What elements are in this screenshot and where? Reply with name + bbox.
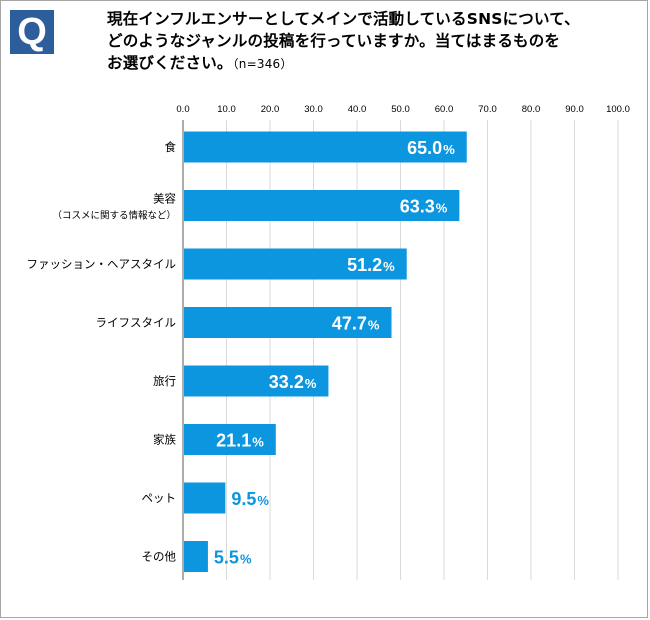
x-tick-label: 90.0	[565, 104, 584, 115]
x-tick-label: 100.0	[606, 104, 630, 115]
bar	[184, 541, 208, 572]
x-tick-label: 0.0	[176, 104, 189, 115]
data-label: 51.2%	[347, 255, 395, 275]
data-label: 65.0%	[407, 138, 455, 158]
sample-size-note: （n=346）	[232, 57, 293, 71]
category-sublabel: （コスメに関する情報など）	[52, 210, 176, 222]
x-tick-label: 60.0	[435, 104, 454, 115]
question-line-2: どのようなジャンルの投稿を行っていますか。当てはまるものを	[107, 32, 561, 50]
bar	[184, 482, 226, 514]
bar	[184, 424, 276, 455]
data-label: 33.2%	[269, 372, 317, 392]
data-label-unit: %	[436, 201, 448, 216]
x-tick-label: 70.0	[478, 104, 497, 115]
data-label-unit: %	[443, 142, 455, 157]
bar	[184, 365, 329, 397]
category-label: ペット	[142, 491, 177, 505]
question-badge-icon: Q	[10, 10, 54, 54]
bar	[184, 248, 407, 280]
data-label-unit: %	[383, 259, 395, 274]
data-label-unit: %	[252, 435, 264, 450]
data-label-unit: %	[240, 552, 252, 567]
data-label: 21.1%	[216, 431, 264, 451]
question-line-3: お選びください。	[107, 54, 233, 72]
category-label: 旅行	[153, 374, 176, 388]
x-tick-label: 50.0	[391, 104, 410, 115]
x-tick-label: 80.0	[522, 104, 541, 115]
bar	[184, 131, 467, 163]
data-label-unit: %	[257, 493, 269, 508]
data-label-unit: %	[305, 376, 317, 391]
category-label: ファッション・ヘアスタイル	[27, 257, 177, 271]
data-label: 63.3%	[400, 197, 448, 217]
data-label: 5.5%	[214, 548, 252, 568]
category-label: 美容	[153, 192, 176, 206]
data-label: 9.5%	[231, 489, 269, 509]
bar	[184, 307, 392, 338]
data-label: 47.7%	[332, 314, 380, 334]
bar	[184, 190, 460, 221]
category-label: その他	[142, 550, 177, 564]
category-label: ライフスタイル	[96, 316, 177, 330]
question-text: 現在インフルエンサーとしてメインで活動しているSNSについて、 どのようなジャン…	[107, 8, 642, 75]
x-tick-label: 20.0	[261, 104, 280, 115]
category-label: 家族	[153, 433, 176, 447]
x-tick-label: 30.0	[304, 104, 323, 115]
x-tick-label: 40.0	[348, 104, 367, 115]
x-tick-label: 10.0	[217, 104, 236, 115]
data-label-unit: %	[368, 318, 380, 333]
question-line-1: 現在インフルエンサーとしてメインで活動しているSNSについて、	[107, 10, 580, 28]
category-label: 食	[165, 140, 177, 154]
